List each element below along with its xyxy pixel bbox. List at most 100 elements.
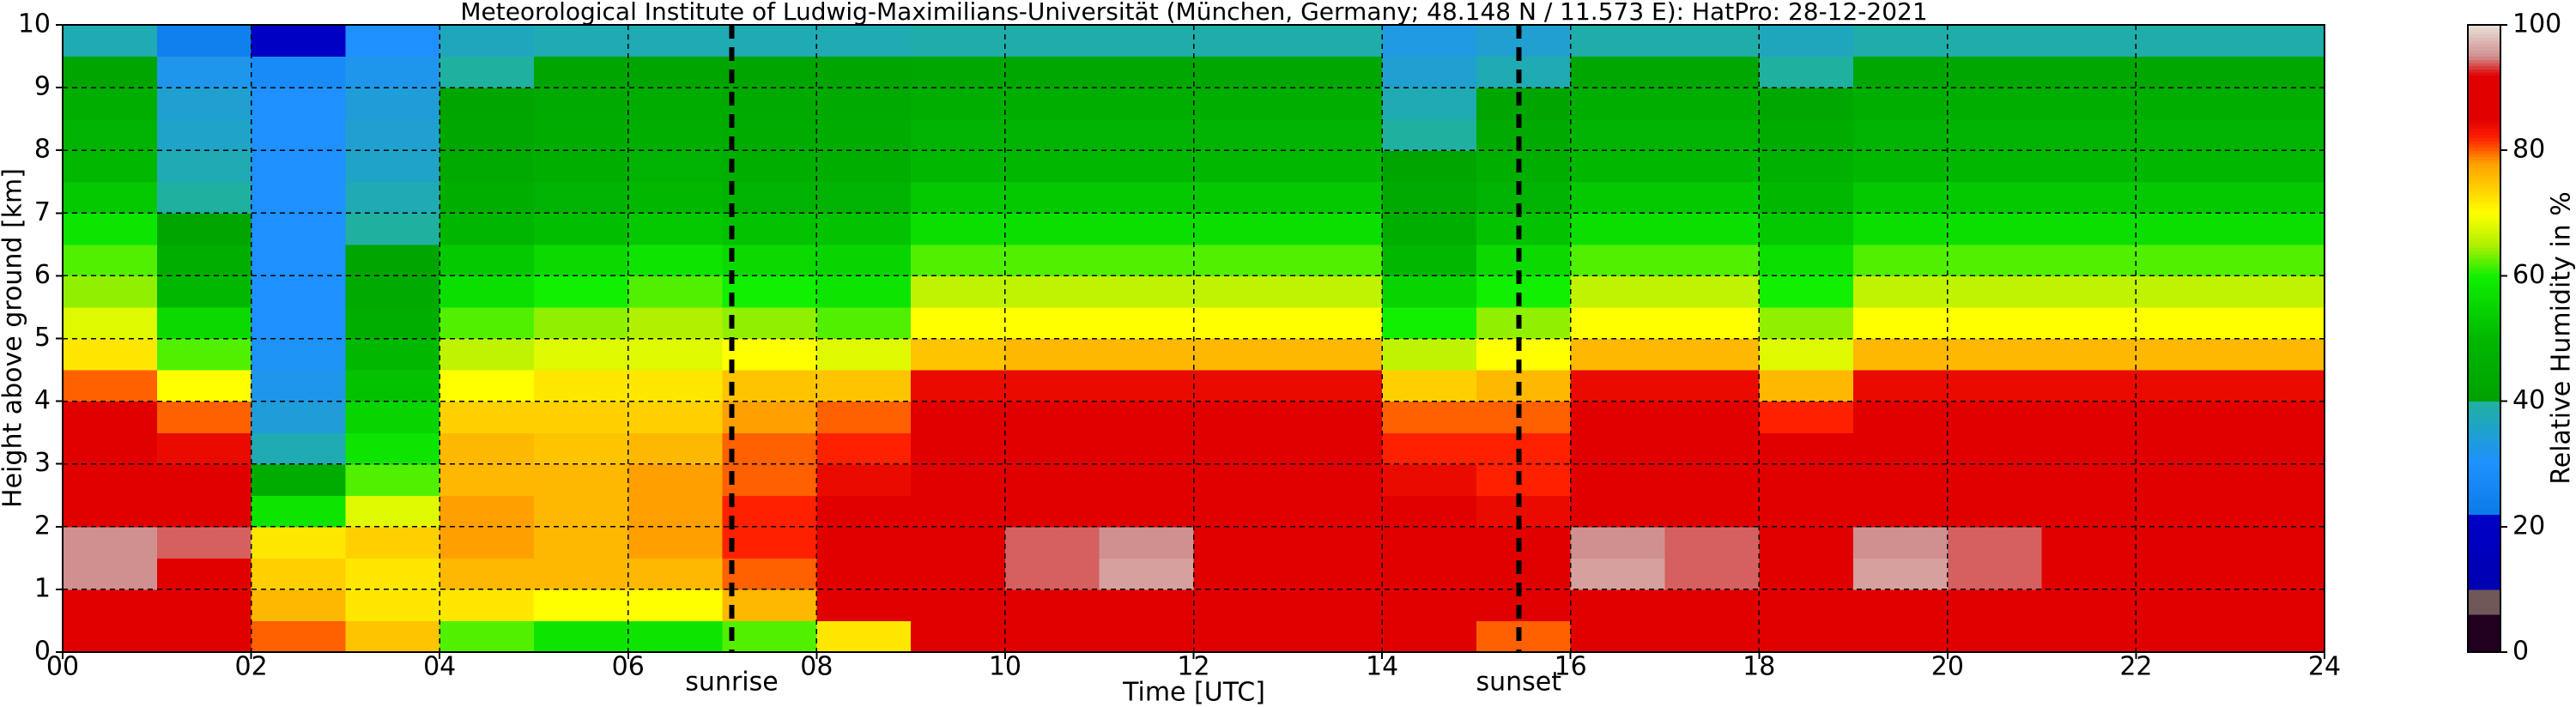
- heat-cell: [1947, 213, 2043, 245]
- heat-cell: [1004, 463, 1100, 496]
- colorbar-segment: [2468, 190, 2500, 195]
- heat-cell: [1570, 463, 1666, 496]
- heat-cell: [722, 526, 817, 559]
- colorbar-segment: [2468, 558, 2500, 562]
- heat-cell: [1193, 275, 1288, 308]
- heat-cell: [439, 25, 535, 57]
- heat-cell: [345, 213, 440, 245]
- heat-cell: [1664, 25, 1760, 57]
- heat-cell: [2041, 275, 2137, 308]
- colorbar-segment: [2468, 234, 2500, 239]
- heat-cell: [1476, 463, 1572, 496]
- heat-cell: [2041, 495, 2137, 528]
- colorbar-segment: [2468, 404, 2500, 408]
- heat-cell: [1759, 589, 1854, 622]
- colorbar-segment: [2468, 31, 2500, 35]
- heat-cell: [1664, 306, 1760, 340]
- heat-cell: [533, 526, 629, 559]
- colorbar-segment: [2468, 316, 2500, 321]
- heat-cell: [1759, 213, 1854, 245]
- heat-cell: [1853, 25, 1949, 57]
- colorbar-segment: [2468, 162, 2500, 167]
- heat-cell: [816, 244, 912, 276]
- colorbar-segment: [2468, 188, 2500, 192]
- heat-cell: [439, 213, 535, 245]
- colorbar-segment: [2468, 141, 2500, 145]
- heat-cell: [1099, 118, 1195, 151]
- heat-cell: [1570, 56, 1666, 88]
- heat-cell: [1099, 370, 1195, 402]
- heat-cell: [1570, 589, 1666, 622]
- heat-cell: [1476, 150, 1572, 183]
- colorbar-segment: [2468, 100, 2500, 104]
- heat-cell: [2136, 620, 2231, 653]
- heat-cell: [1476, 56, 1572, 88]
- colorbar-segment: [2468, 266, 2500, 270]
- heat-cell: [722, 338, 817, 371]
- heat-cell: [1193, 558, 1288, 590]
- heat-cell: [1759, 338, 1854, 371]
- heat-cell: [1382, 338, 1477, 371]
- heat-cell: [2136, 56, 2231, 88]
- colorbar-segment: [2468, 370, 2500, 374]
- colorbar-segment: [2468, 583, 2500, 587]
- colorbar-segment: [2468, 232, 2500, 236]
- event-label: sunrise: [685, 668, 778, 698]
- heat-cell: [1099, 338, 1195, 371]
- heat-cell: [533, 620, 629, 653]
- colorbar-segment: [2468, 376, 2500, 380]
- heat-cell: [439, 150, 535, 183]
- heat-cell: [722, 244, 817, 276]
- colorbar-segment: [2468, 124, 2500, 130]
- colorbar-segment: [2468, 451, 2500, 456]
- colorbar-segment: [2468, 112, 2500, 117]
- heat-cell: [1382, 25, 1477, 57]
- heat-cell: [156, 432, 252, 465]
- heat-cell: [439, 432, 535, 465]
- colorbar-segment: [2468, 523, 2500, 528]
- heat-cell: [533, 463, 629, 496]
- heat-cell: [2230, 463, 2325, 496]
- heat-cell: [722, 620, 817, 653]
- heat-cell: [1193, 25, 1288, 57]
- heat-cell: [345, 589, 440, 622]
- heat-cell: [722, 370, 817, 402]
- colorbar-segment: [2468, 607, 2500, 613]
- colorbar-segment: [2468, 570, 2500, 575]
- colorbar-segment: [2468, 253, 2500, 258]
- heat-cell: [1288, 181, 1383, 214]
- heat-cell: [627, 401, 724, 433]
- heat-cell: [2230, 56, 2325, 88]
- heat-cell: [2230, 150, 2325, 183]
- heat-cell: [1288, 432, 1383, 465]
- heat-cell: [1476, 213, 1572, 245]
- heat-cell: [1004, 620, 1100, 653]
- heat-cell: [2041, 88, 2137, 120]
- colorbar-segment: [2468, 106, 2500, 111]
- heat-cell: [2041, 25, 2137, 57]
- y-tick-label: 2: [34, 511, 51, 541]
- heat-cell: [2230, 526, 2325, 559]
- y-tick-label: 9: [34, 72, 51, 102]
- heat-cell: [1570, 401, 1666, 433]
- heat-cell: [1947, 589, 2043, 622]
- heat-cell: [1004, 338, 1100, 371]
- heat-cell: [2041, 338, 2137, 371]
- heat-cell: [251, 181, 346, 214]
- heat-cell: [156, 118, 252, 151]
- heat-cell: [2230, 275, 2325, 308]
- heat-cell: [911, 275, 1006, 308]
- heat-cell: [63, 150, 158, 183]
- colorbar-segment: [2468, 150, 2500, 154]
- heat-cell: [2041, 401, 2137, 433]
- heat-cell: [2136, 370, 2231, 402]
- heat-cell: [156, 306, 252, 340]
- heat-cell: [627, 213, 724, 245]
- heat-cell: [1570, 213, 1666, 245]
- heat-cell: [722, 401, 817, 433]
- heat-cell: [722, 558, 817, 590]
- heat-cell: [63, 589, 158, 622]
- heat-cell: [2041, 526, 2137, 559]
- heat-cell: [1382, 275, 1477, 308]
- colorbar-segment: [2468, 561, 2500, 565]
